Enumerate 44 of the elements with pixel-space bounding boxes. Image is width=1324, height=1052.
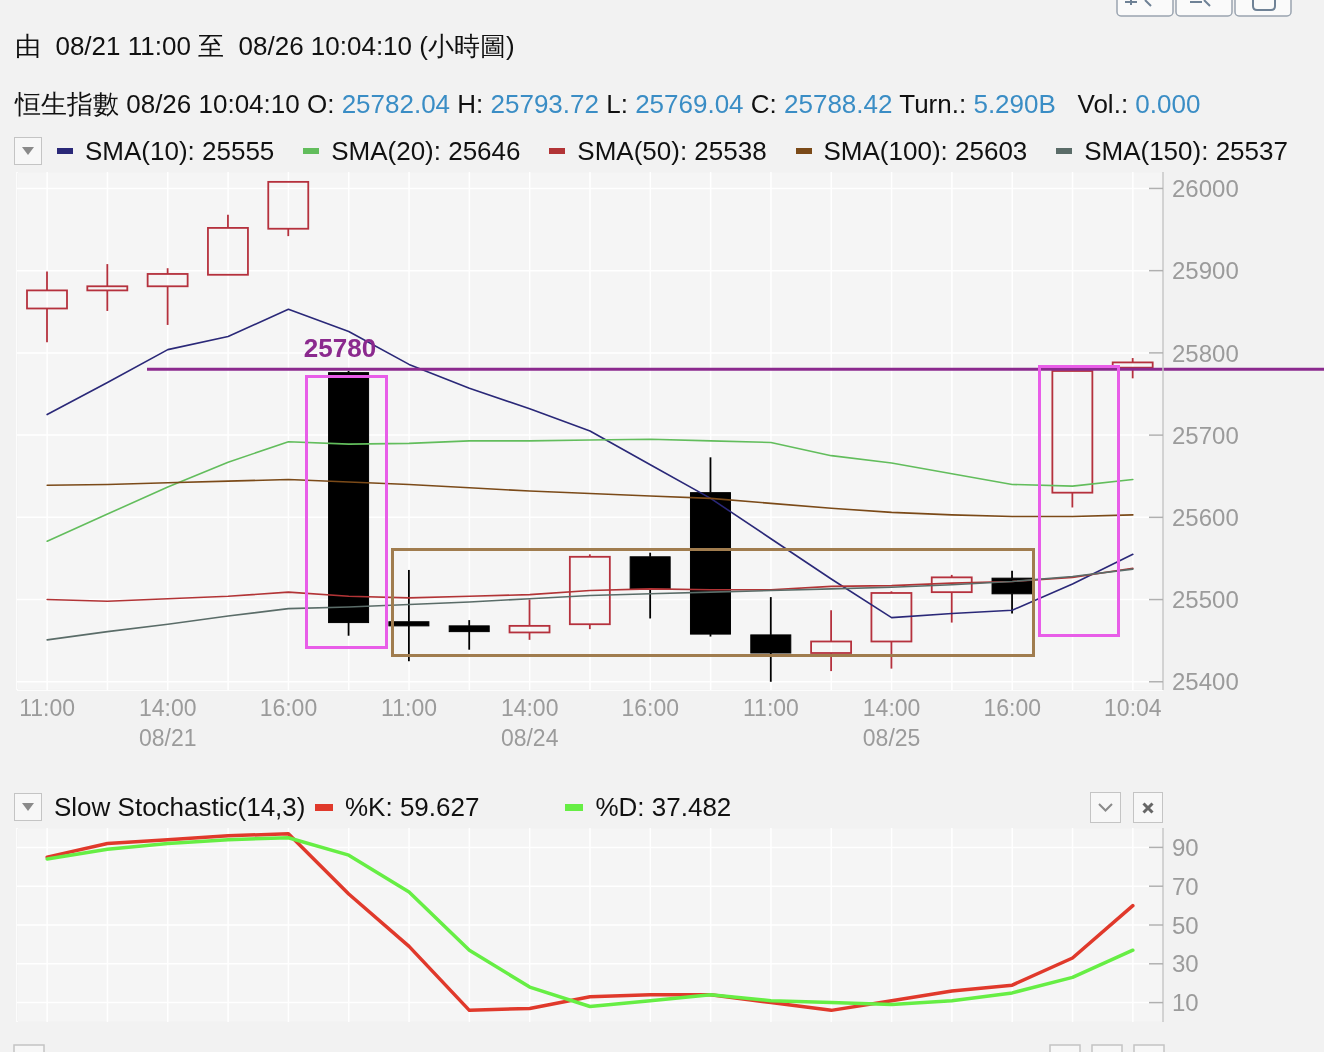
candlestick (26, 270, 68, 344)
x-tick-label: 11:00 (19, 695, 76, 721)
text: 恒生指數 08/26 10:04:10 O: 25782.04 H: 25793.72 L: 25769.04 C: 25788.42 Turn.: 5.290B Vol.: 0.000 (15, 89, 1201, 119)
candlestick (388, 569, 430, 663)
legend-label: %K: 59.627 (345, 791, 480, 823)
x-tick-label: 16:00 (983, 695, 1041, 721)
legend-label: %D: 37.482 (595, 791, 732, 823)
candlestick (810, 609, 853, 672)
y-tick-label: 25700 (1172, 421, 1239, 449)
legend-label: SMA(50): 25538 (577, 135, 767, 167)
candlestick (86, 263, 129, 312)
y-tick-label: 10 (1172, 989, 1199, 1017)
y-tick-label: 50 (1172, 911, 1199, 939)
x-tick-label: 10:04 (1104, 695, 1162, 721)
y-tick-label: 25500 (1172, 586, 1239, 614)
y-tick-label: 70 (1172, 872, 1199, 900)
candlestick (146, 267, 189, 326)
ref-line-label: 25780 (303, 333, 377, 364)
line-series (46, 308, 1134, 619)
legend-label: SMA(20): 25646 (331, 135, 521, 167)
candlestick (448, 619, 490, 651)
x-tick-label: 14:00 08/21 (139, 695, 197, 751)
candlestick (750, 596, 792, 683)
y-tick-label: 26000 (1172, 175, 1239, 203)
x-tick-label: 16:00 (259, 695, 318, 721)
y-tick-label: 25800 (1172, 339, 1239, 367)
y-tick-label: 30 (1172, 950, 1199, 978)
x-tick-label: 16:00 (621, 695, 680, 721)
y-tick-label: 25900 (1172, 257, 1239, 285)
x-tick-label: 14:00 08/25 (862, 695, 921, 751)
chart-title: Slow Stochastic(14,3) (54, 791, 306, 823)
legend-label: SMA(100): 25603 (823, 135, 1028, 167)
y-tick-label: 25600 (1172, 503, 1239, 531)
line-series (46, 438, 1134, 542)
line-series (46, 568, 1134, 641)
x-tick-label: 14:00 08/24 (500, 695, 559, 751)
x-tick-label: 11:00 (381, 695, 437, 721)
y-tick-label: 25400 (1172, 668, 1239, 696)
x-tick-label: 11:00 (743, 695, 799, 721)
y-tick-label: 90 (1172, 834, 1199, 862)
legend-label: SMA(150): 25537 (1084, 135, 1288, 167)
legend-label: SMA(10): 25555 (85, 135, 275, 167)
chart-title: 由 08/21 11:00 至 08/26 10:04:10 (小時圖) (15, 30, 515, 62)
line-series (46, 478, 1134, 518)
